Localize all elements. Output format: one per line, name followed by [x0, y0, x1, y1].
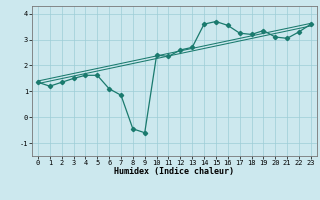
X-axis label: Humidex (Indice chaleur): Humidex (Indice chaleur): [115, 167, 234, 176]
